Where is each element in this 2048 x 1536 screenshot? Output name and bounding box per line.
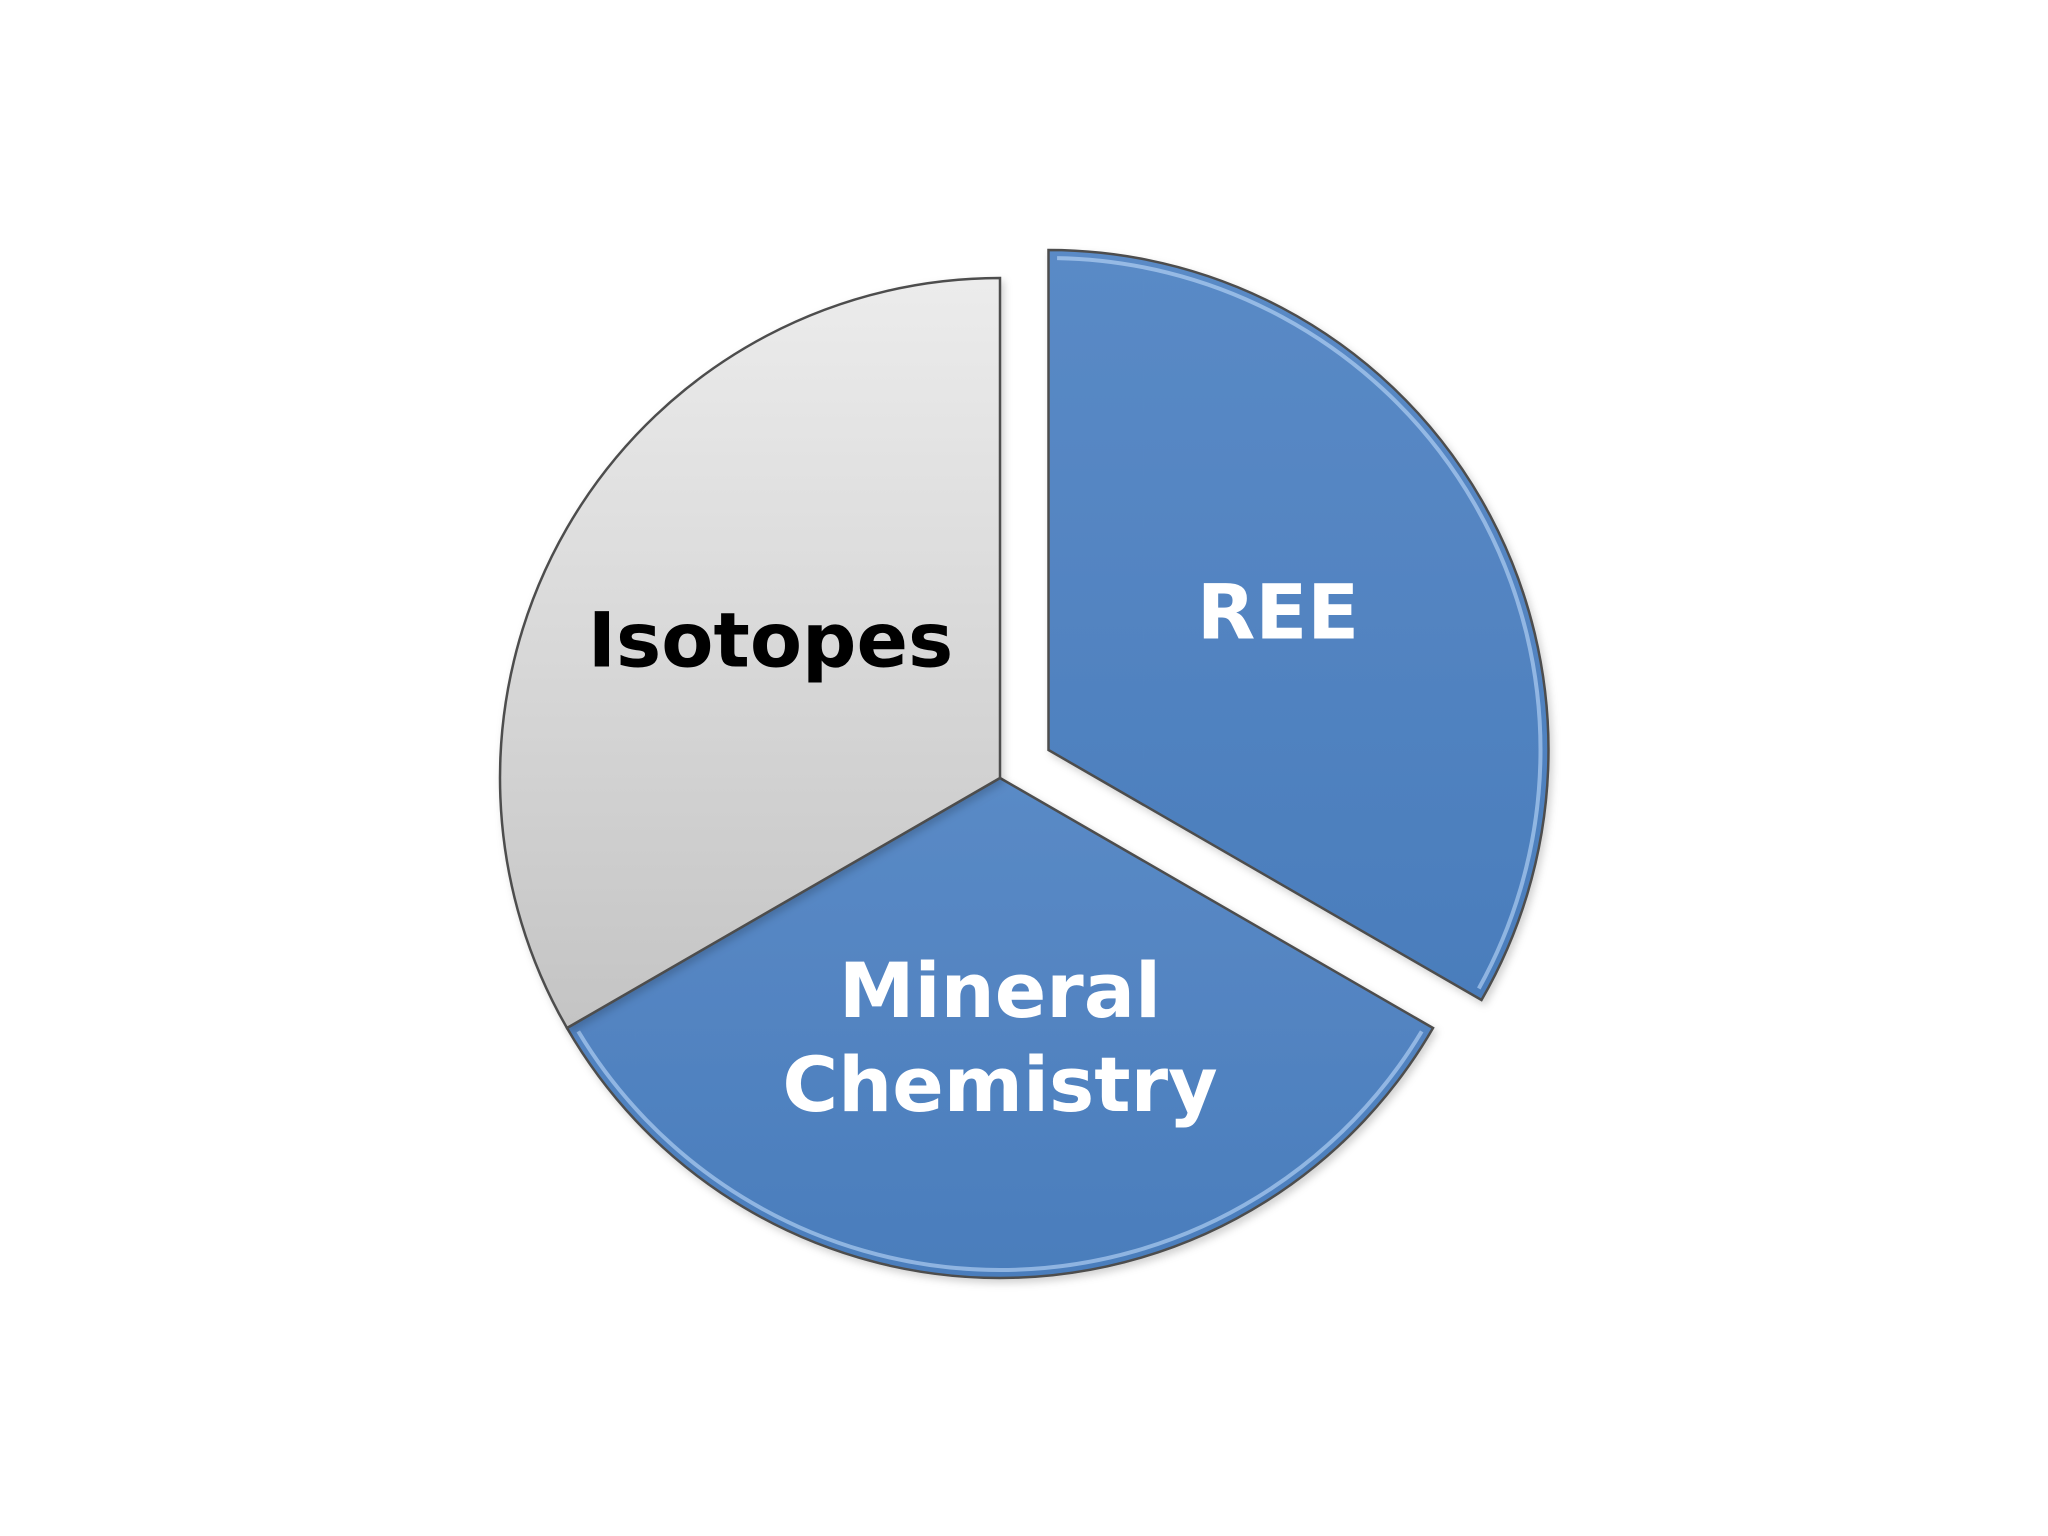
pie-slice-isotopes [498, 276, 1002, 1030]
pie-slice-label: Chemistry [782, 1040, 1217, 1129]
pie-slice-highlight [1057, 256, 1543, 990]
pie-slice-label: Isotopes [588, 595, 953, 684]
pie-slice-mineral-chemistry [565, 776, 1435, 1280]
pie-slice-label: Mineral [839, 946, 1161, 1035]
pie-slice-highlight [576, 1030, 1424, 1272]
pie-slice-label: REE [1197, 567, 1359, 656]
pie-slices [498, 248, 1550, 1280]
pie-slice-ree [1047, 248, 1550, 1002]
